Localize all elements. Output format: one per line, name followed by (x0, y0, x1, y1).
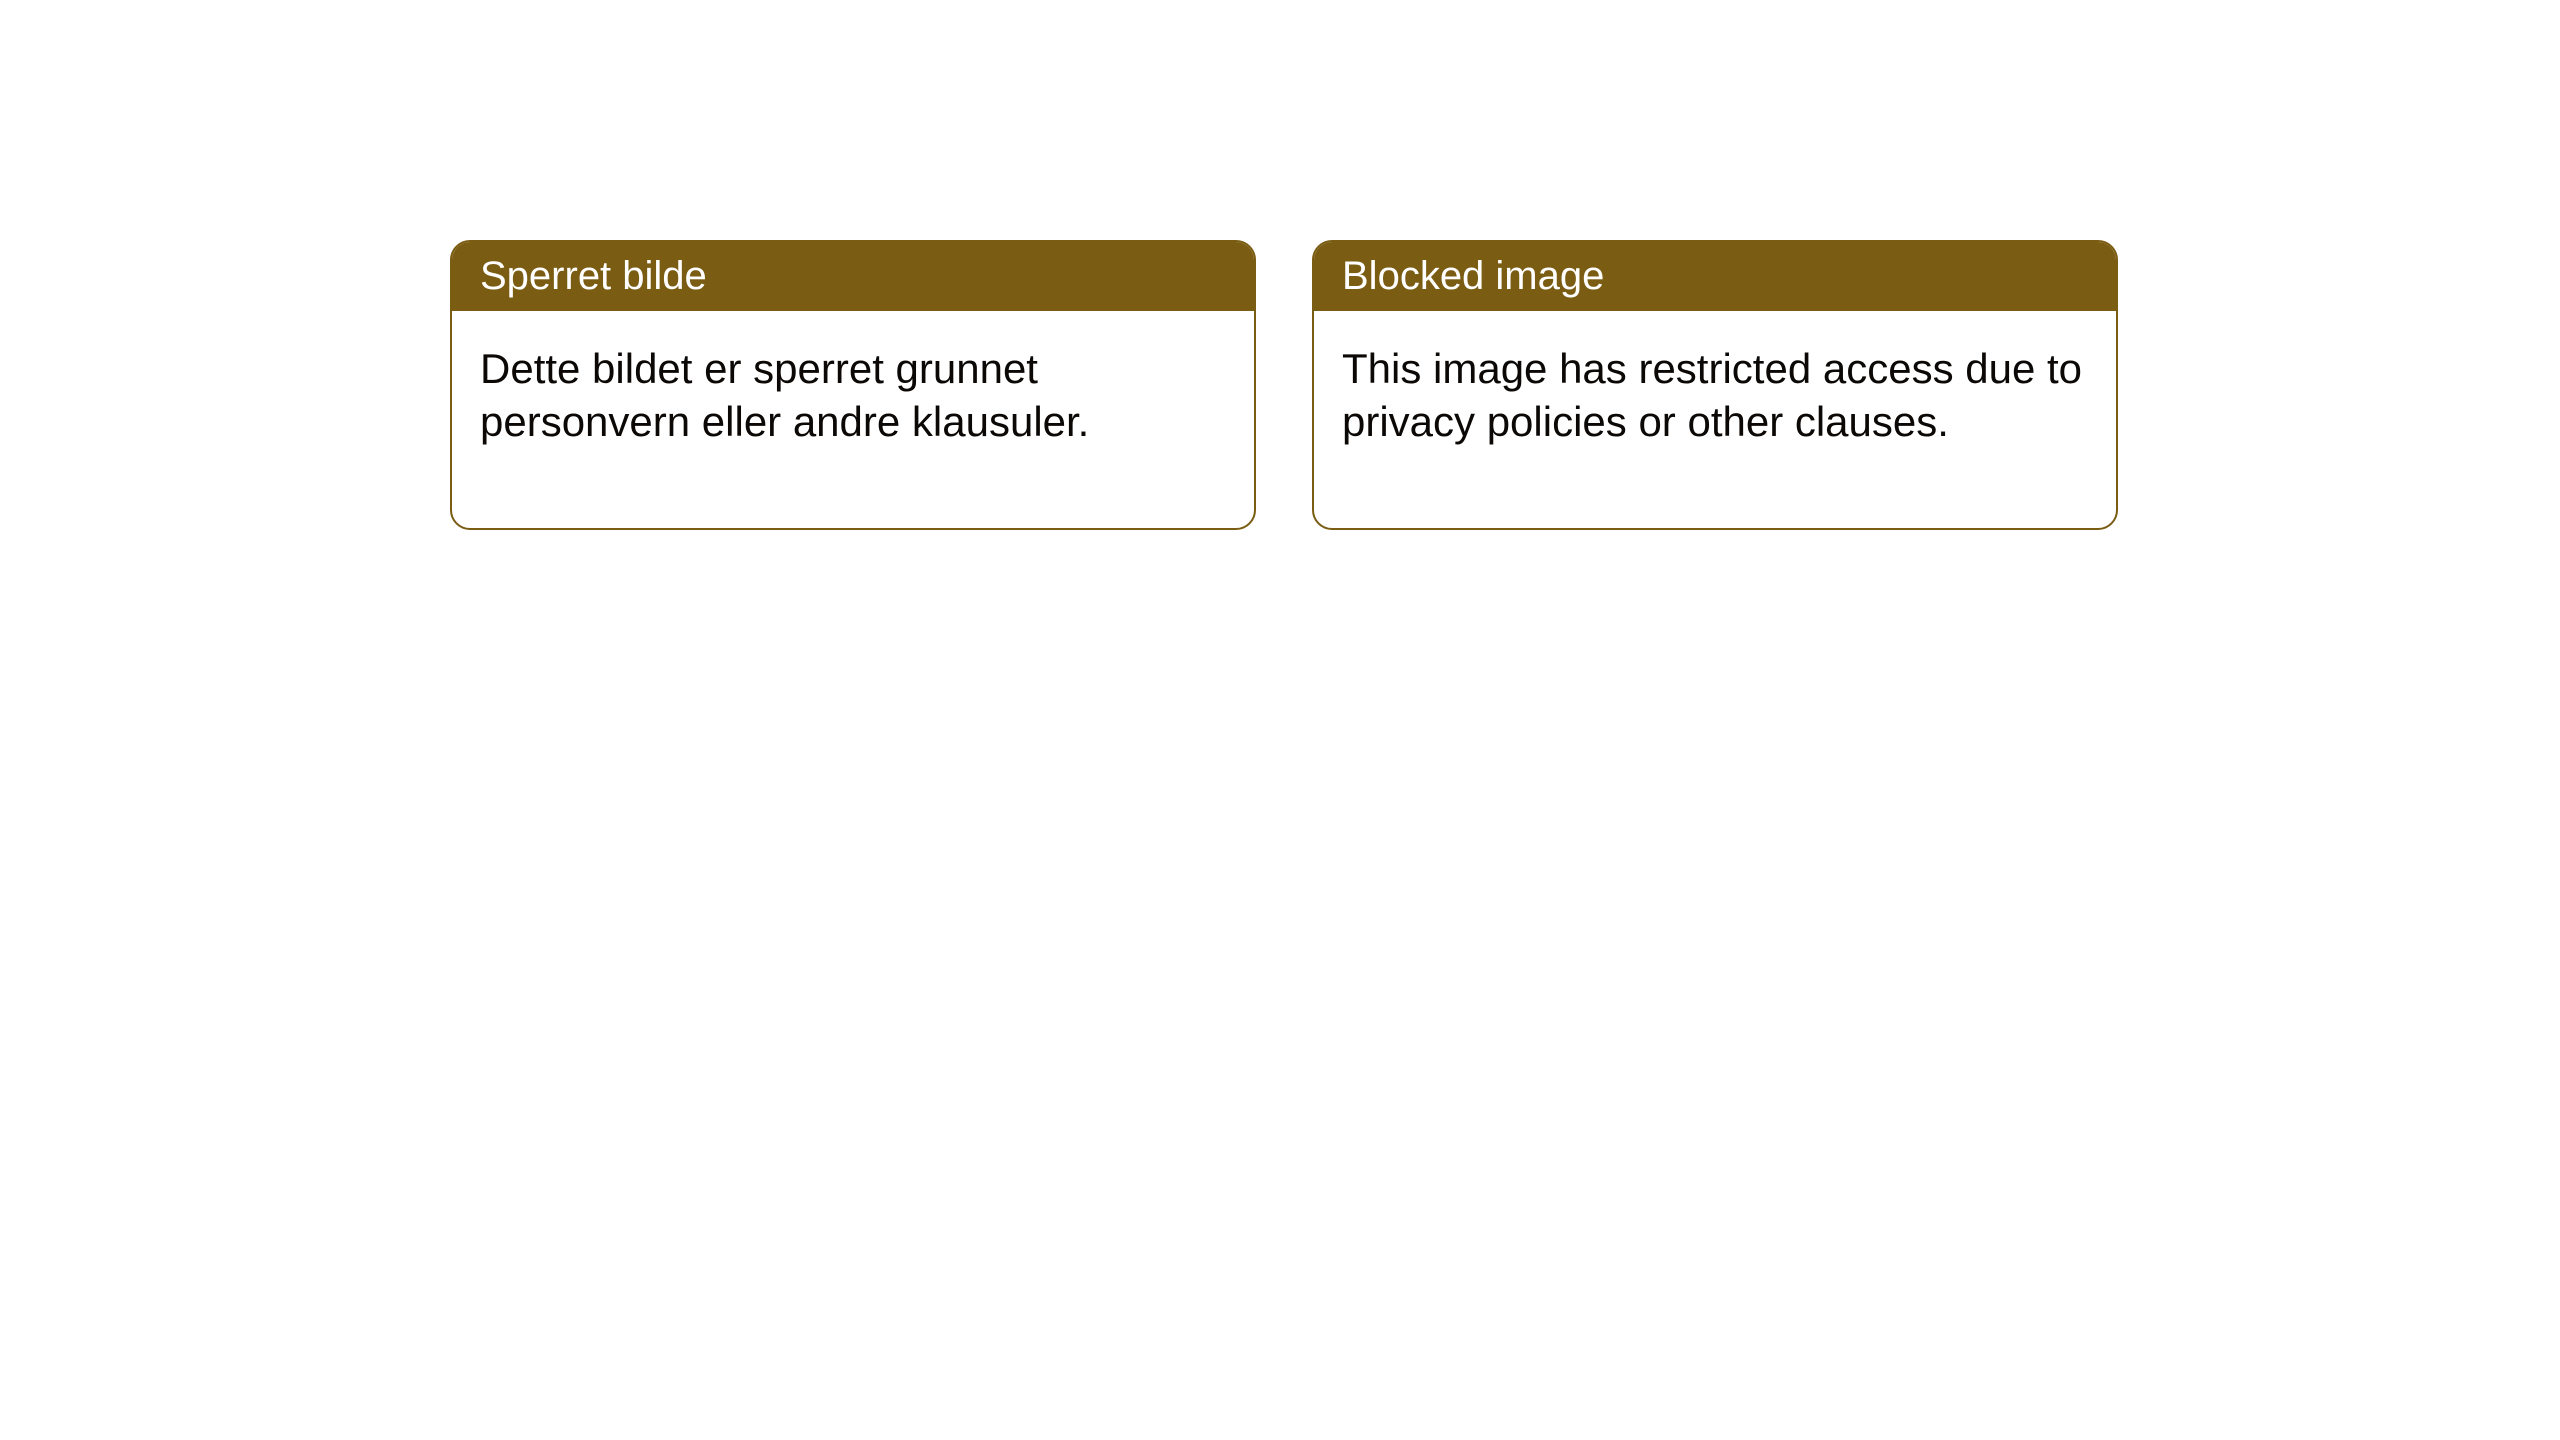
card-norwegian-body: Dette bildet er sperret grunnet personve… (452, 311, 1254, 528)
card-english-body: This image has restricted access due to … (1314, 311, 2116, 528)
card-english-title: Blocked image (1314, 242, 2116, 311)
card-norwegian-title: Sperret bilde (452, 242, 1254, 311)
blocked-image-notices: Sperret bilde Dette bildet er sperret gr… (450, 240, 2560, 530)
card-english: Blocked image This image has restricted … (1312, 240, 2118, 530)
card-norwegian: Sperret bilde Dette bildet er sperret gr… (450, 240, 1256, 530)
